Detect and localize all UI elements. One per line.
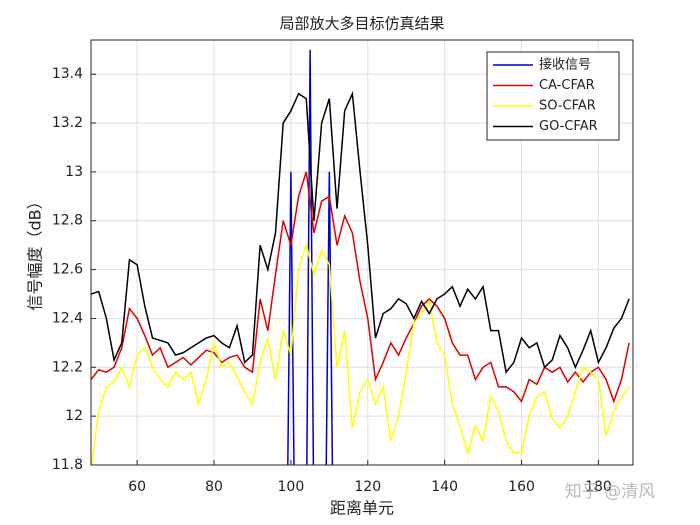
legend-label: CA-CFAR <box>539 78 595 93</box>
x-tick-label: 160 <box>508 479 535 495</box>
data-line <box>91 90 630 374</box>
legend-box <box>486 51 620 141</box>
legend-label: 接收信号 <box>539 57 591 73</box>
y-tick-label: 12.6 <box>52 262 83 278</box>
legend-label: GO-CFAR <box>539 119 598 134</box>
y-tick-label: 13.4 <box>52 66 83 82</box>
axes-box <box>90 39 634 466</box>
x-tick-label: 180 <box>585 479 612 495</box>
lines <box>91 49 630 465</box>
y-tick-label: 12 <box>65 408 83 424</box>
x-tick-label: 140 <box>431 479 458 495</box>
x-tick-label: 120 <box>354 479 381 495</box>
legend: 接收信号 CA-CFAR SO-CFAR GO-CFAR <box>486 51 620 141</box>
x-axis-label: 距离单元 <box>330 499 394 518</box>
legend-label: SO-CFAR <box>539 99 596 114</box>
y-tick-label: 12.8 <box>52 213 83 229</box>
y-tick-label: 12.2 <box>52 359 83 375</box>
x-tick-label: 100 <box>278 479 305 495</box>
x-tick-label: 60 <box>128 479 146 495</box>
ticks: 60 80 100 120 140 160 180 11.8 12 12.2 12.4 12.6 12.… <box>52 66 612 495</box>
data-line <box>91 242 630 465</box>
x-tick-label: 80 <box>205 479 223 495</box>
y-tick-label: 11.8 <box>52 457 83 473</box>
watermark: 知乎 @清风 <box>565 482 655 502</box>
y-axis-label: 信号幅度（dB） <box>26 193 45 310</box>
data-line <box>287 49 334 465</box>
data-line <box>91 171 630 404</box>
y-tick-label: 13 <box>65 164 83 180</box>
chart-title: 局部放大多目标仿真结果 <box>279 15 444 33</box>
y-tick-label: 12.4 <box>52 310 83 326</box>
y-tick-label: 13.2 <box>52 115 83 131</box>
